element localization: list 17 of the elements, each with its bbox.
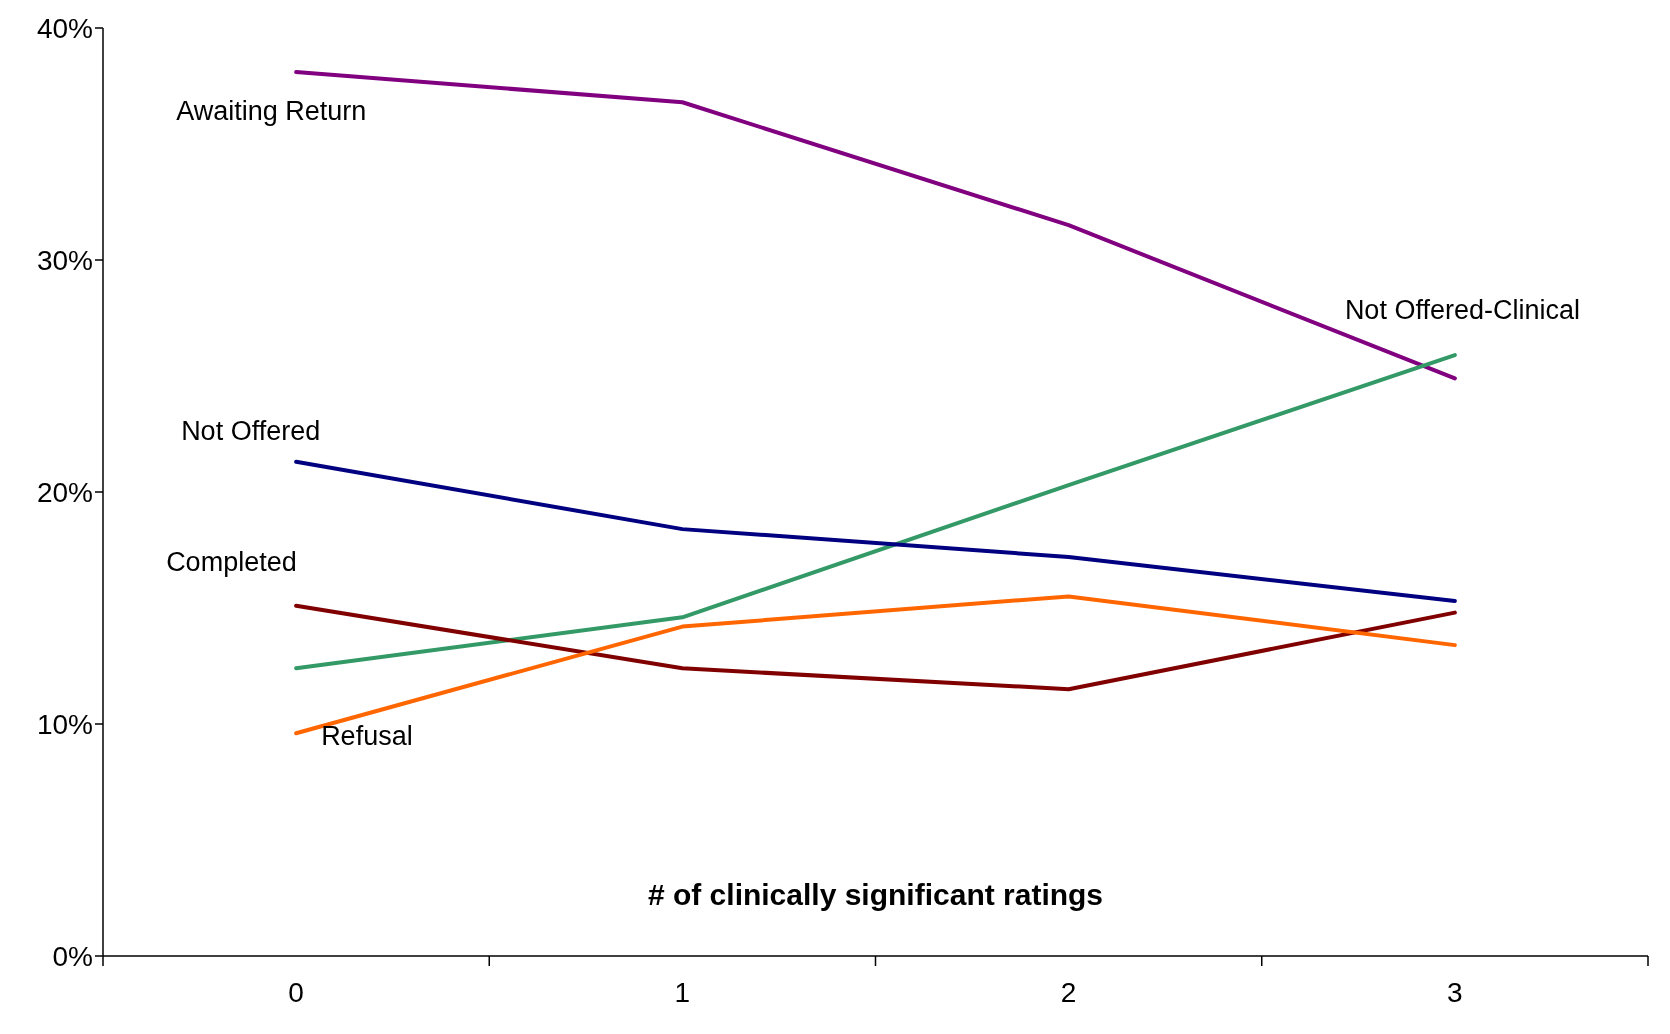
x-axis-title: # of clinically significant ratings [646,878,1105,912]
y-tick-label: 30% [36,244,93,276]
y-tick-label: 10% [36,708,93,740]
y-tick-label: 0% [52,940,93,972]
line-series [294,603,1457,692]
x-tick-label: 3 [1447,977,1463,1008]
series-label: Refusal [321,721,413,752]
y-tick-label: 40% [36,12,93,44]
x-tick-label: 2 [1060,977,1077,1008]
x-tick-label: 0 [288,977,304,1008]
line-series [294,459,1457,604]
series-label: Not Offered-Clinical [1344,295,1580,326]
series-label: Not Offered [181,415,321,446]
y-tick-label: 20% [36,476,93,508]
series-label: Awaiting Return [176,96,367,127]
series-label: Completed [166,546,297,577]
x-tick-label: 1 [674,977,691,1008]
